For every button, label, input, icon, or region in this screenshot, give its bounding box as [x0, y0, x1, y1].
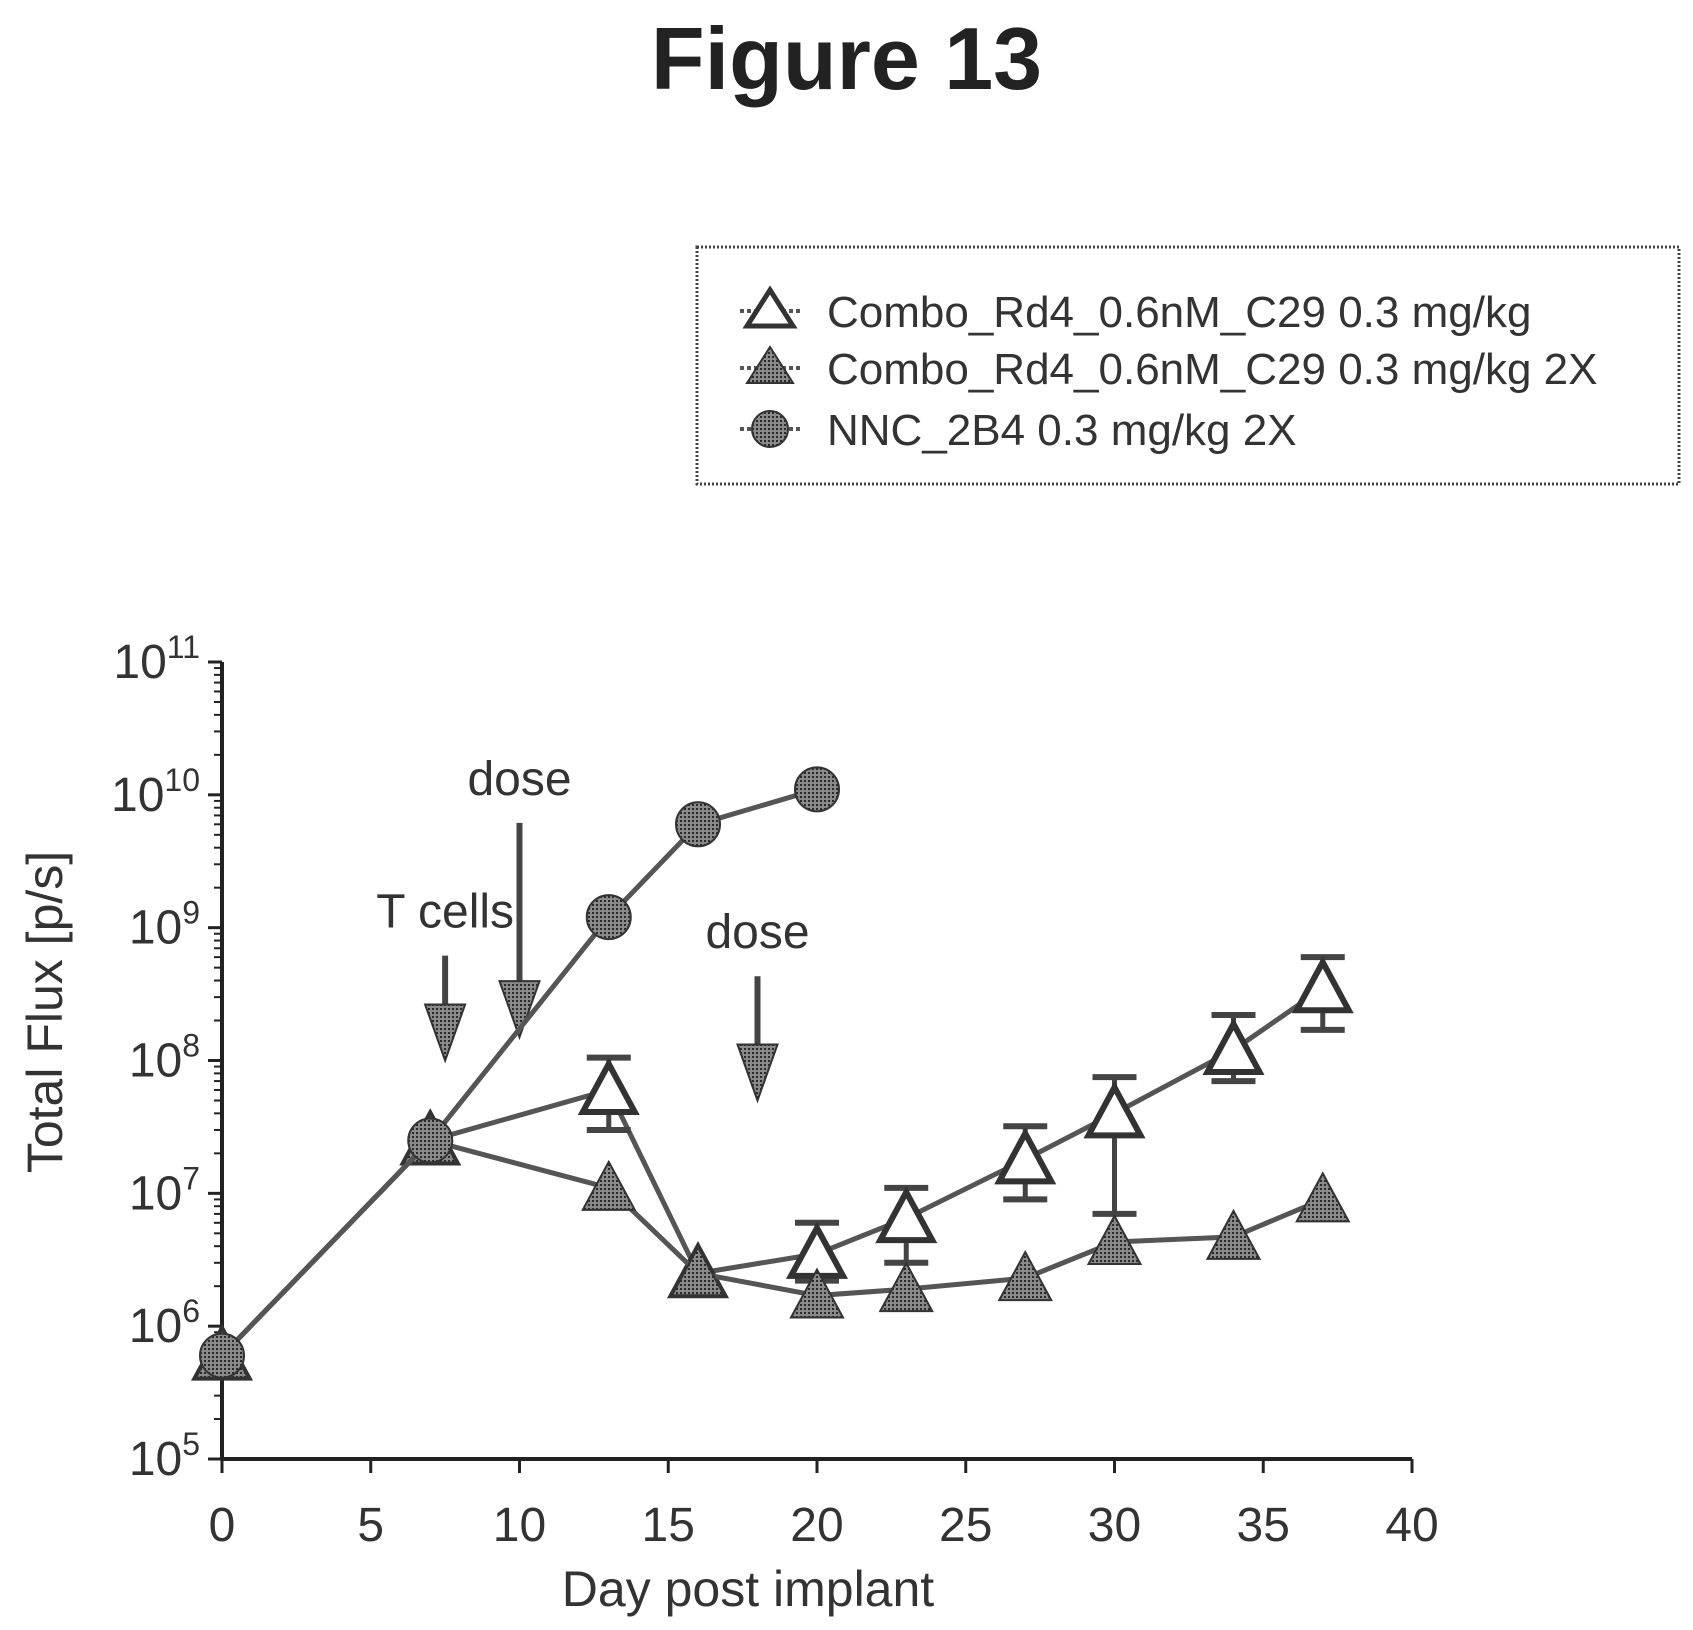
annotation-label: dose — [467, 753, 571, 806]
data-point-filled-triangle — [878, 1261, 934, 1313]
x-tick-label: 0 — [209, 1499, 236, 1552]
data-point-open-triangle — [1202, 1017, 1265, 1075]
data-point-filled-triangle — [1205, 1208, 1262, 1260]
x-tick-label: 30 — [1088, 1499, 1141, 1552]
x-tick-label: 35 — [1237, 1499, 1290, 1552]
y-tick-label: 108 — [129, 1028, 200, 1088]
x-tick-label: 10 — [493, 1499, 546, 1552]
legend-item-open-triangle: Combo_Rd4_0.6nM_C29 0.3 mg/kg — [740, 285, 1531, 337]
data-point-open-triangle — [1083, 1081, 1146, 1139]
legend-open-triangle-icon — [742, 285, 798, 329]
data-point-filled-triangle — [997, 1250, 1053, 1302]
annotation-label: dose — [705, 906, 809, 959]
data-point-open-triangle — [994, 1127, 1057, 1185]
figure-title: Figure 13 — [650, 9, 1043, 108]
y-tick-label: 1010 — [111, 762, 200, 822]
legend-label-2: Combo_Rd4_0.6nM_C29 0.3 mg/kg 2X — [827, 345, 1597, 394]
data-point-circle — [585, 894, 632, 941]
data-point-filled-triangle — [789, 1267, 845, 1319]
data-point-open-triangle — [1291, 955, 1354, 1014]
legend-frame — [695, 245, 1681, 486]
data-point-circle — [675, 801, 721, 848]
y-tick-label: 107 — [129, 1160, 200, 1220]
legend-item-filled-triangle: Combo_Rd4_0.6nM_C29 0.3 mg/kg 2X — [740, 345, 1597, 394]
annotation-arrow-head — [736, 1043, 779, 1104]
legend-filled-circle-icon — [751, 410, 789, 448]
x-tick-label: 40 — [1385, 1499, 1438, 1552]
legend: Combo_Rd4_0.6nM_C29 0.3 mg/kg Combo_Rd4_… — [695, 245, 1681, 486]
legend-label-3: NNC_2B4 0.3 mg/kg 2X — [827, 406, 1297, 455]
y-tick-label: 1011 — [113, 629, 200, 689]
y-tick-label: 109 — [129, 895, 200, 955]
annotation-label: T cells — [376, 886, 514, 939]
x-tick-label: 25 — [939, 1499, 992, 1552]
data-point-filled-triangle — [1295, 1171, 1351, 1223]
data-point-open-triangle — [577, 1057, 640, 1115]
series-line-2 — [220, 1137, 1324, 1358]
x-tick-label: 15 — [642, 1499, 695, 1552]
annotation-arrow-head — [498, 980, 541, 1041]
data-point-open-triangle — [875, 1185, 938, 1244]
data-point-circle — [794, 766, 840, 813]
x-axis-title: Day post implant — [562, 1561, 934, 1617]
data-point-filled-triangle — [1086, 1213, 1143, 1266]
annotation-arrow-head — [423, 1003, 467, 1064]
x-tick-label: 5 — [357, 1499, 384, 1552]
y-tick-label: 105 — [129, 1426, 200, 1486]
legend-filled-triangle-icon — [745, 345, 795, 384]
axes: 0 5 10 15 20 25 30 35 40 105 106 107 108 109 1010 1011 — [111, 629, 1439, 1552]
y-tick-label: 106 — [129, 1293, 200, 1353]
data-point-filled-triangle — [670, 1245, 726, 1297]
legend-item-filled-circle: NNC_2B4 0.3 mg/kg 2X — [740, 406, 1297, 455]
annotations: T cells dose dose — [376, 753, 810, 1104]
legend-label-1: Combo_Rd4_0.6nM_C29 0.3 mg/kg — [827, 288, 1531, 337]
plot-area — [190, 766, 1354, 1381]
data-point-circle — [407, 1117, 454, 1164]
data-point-filled-triangle — [581, 1159, 637, 1211]
series-line-1 — [220, 986, 1325, 1358]
data-point-circle — [199, 1332, 245, 1379]
y-axis-title: Total Flux [p/s] — [17, 851, 73, 1173]
x-tick-label: 20 — [790, 1499, 843, 1552]
